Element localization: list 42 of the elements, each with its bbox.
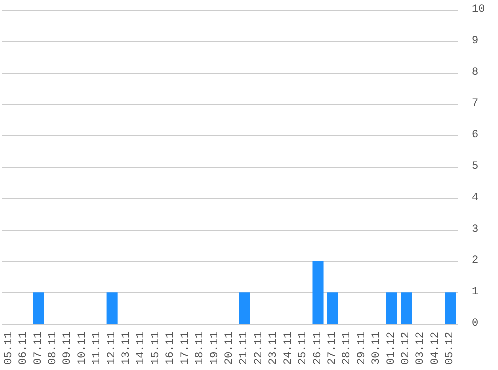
x-tick-label: 27.11 bbox=[326, 332, 339, 366]
y-tick-label: 3 bbox=[472, 224, 479, 236]
y-tick-label: 1 bbox=[472, 286, 479, 299]
x-tick-label: 22.11 bbox=[253, 332, 266, 366]
y-tick-label: 9 bbox=[472, 35, 479, 48]
x-tick-label: 20.11 bbox=[224, 332, 236, 366]
y-tick-label: 7 bbox=[472, 98, 479, 110]
x-tick-label: 16.11 bbox=[165, 332, 178, 366]
y-tick-label: 4 bbox=[472, 192, 479, 204]
x-tick-label: 04.12 bbox=[430, 332, 442, 366]
x-tick-label: 12.11 bbox=[106, 332, 118, 366]
x-tick-label: 11.11 bbox=[92, 332, 104, 366]
x-tick-label: 18.11 bbox=[194, 332, 207, 366]
x-tick-label: 26.11 bbox=[312, 332, 324, 366]
x-tick-label: 03.12 bbox=[415, 332, 428, 366]
x-tick-label: 25.11 bbox=[298, 332, 310, 366]
x-tick-label: 05.12 bbox=[444, 332, 457, 366]
x-tick-label: 14.11 bbox=[136, 332, 148, 366]
x-tick-label: 21.11 bbox=[238, 332, 251, 366]
x-tick-label: 19.11 bbox=[209, 332, 222, 366]
x-tick-label: 05.11 bbox=[3, 332, 16, 366]
x-tick-label: 13.11 bbox=[121, 332, 134, 366]
y-tick-label: 2 bbox=[472, 255, 479, 268]
x-tick-label: 08.11 bbox=[47, 332, 60, 366]
x-tick-label: 15.11 bbox=[150, 332, 162, 366]
x-tick-label: 28.11 bbox=[342, 332, 354, 366]
y-tick-label: 5 bbox=[472, 161, 479, 173]
x-tick-label: 02.12 bbox=[400, 332, 413, 366]
y-tick-label: 10 bbox=[472, 4, 486, 16]
x-tick-label: 06.11 bbox=[18, 332, 30, 366]
x-tick-label: 30.11 bbox=[371, 332, 384, 366]
x-tick-label: 23.11 bbox=[268, 332, 280, 366]
x-tick-label: 01.12 bbox=[386, 332, 398, 366]
y-tick-label: 6 bbox=[472, 130, 479, 142]
x-tick-label: 29.11 bbox=[356, 332, 368, 366]
x-tick-label: 24.11 bbox=[282, 332, 295, 366]
y-tick-label: 0 bbox=[472, 318, 479, 330]
x-tick-label: 10.11 bbox=[76, 332, 89, 366]
x-tick-label: 09.11 bbox=[62, 332, 74, 366]
x-tick-label: 07.11 bbox=[32, 332, 45, 366]
y-tick-label: 8 bbox=[472, 66, 479, 79]
x-tick-label: 17.11 bbox=[180, 332, 192, 366]
